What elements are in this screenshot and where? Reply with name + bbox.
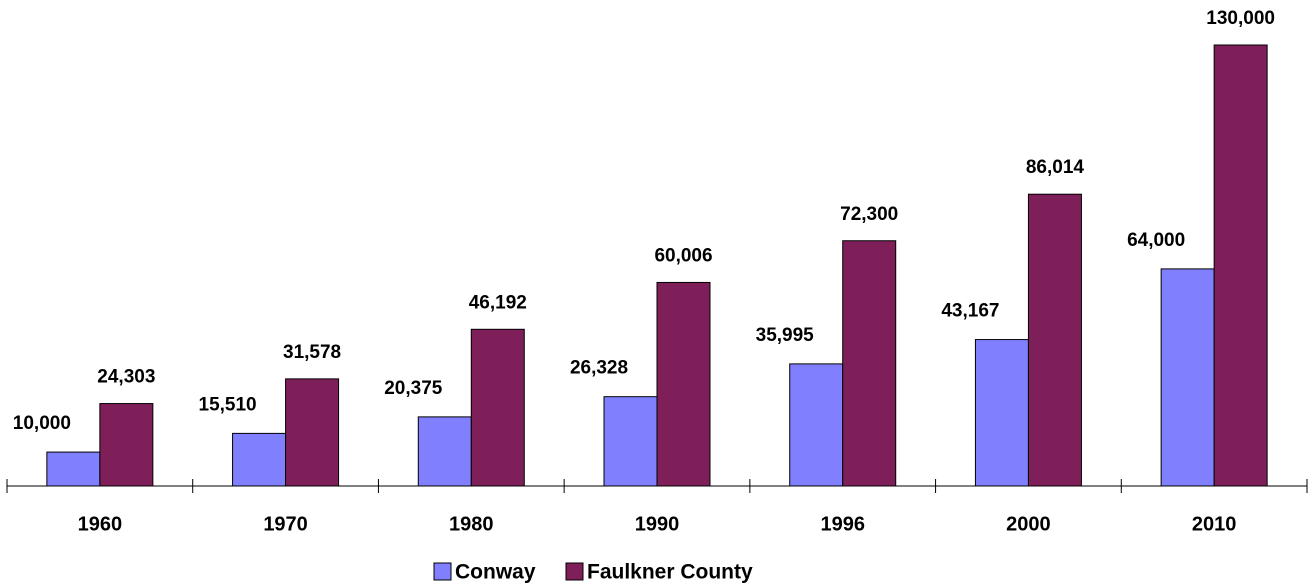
- value-label: 24,303: [97, 367, 155, 388]
- value-label: 15,510: [199, 394, 257, 415]
- bar: [656, 281, 711, 487]
- value-label: 72,300: [840, 204, 898, 225]
- bar: [99, 403, 154, 487]
- value-label: 26,328: [570, 358, 628, 379]
- bar: [1027, 193, 1082, 487]
- x-tick-label: 1970: [263, 513, 308, 535]
- value-label: 86,014: [1026, 157, 1085, 178]
- bar: [46, 451, 101, 487]
- bar: [285, 378, 340, 487]
- bar: [417, 416, 472, 487]
- bar: [1213, 44, 1268, 487]
- value-label: 20,375: [384, 378, 443, 399]
- bar: [842, 240, 897, 487]
- x-tick-label: 1990: [635, 513, 680, 535]
- value-label: 31,578: [283, 342, 341, 363]
- value-label: 35,995: [756, 325, 815, 346]
- legend-label: Faulkner County: [587, 561, 753, 584]
- x-tick-label: 1980: [449, 513, 494, 535]
- value-label: 10,000: [13, 413, 71, 434]
- value-label: 60,006: [654, 245, 712, 266]
- bar: [232, 432, 287, 487]
- x-tick-label: 1996: [820, 513, 865, 535]
- value-label: 43,167: [941, 301, 999, 322]
- bar: [974, 339, 1029, 487]
- legend-swatch: [433, 562, 452, 581]
- legend-swatch: [565, 562, 584, 581]
- x-tick-label: 2000: [1006, 513, 1051, 535]
- bar: [603, 396, 658, 487]
- legend-label: Conway: [455, 561, 536, 584]
- bar: [470, 328, 525, 487]
- value-label: 64,000: [1127, 230, 1185, 251]
- value-label: 46,192: [469, 292, 527, 313]
- bar: [789, 363, 844, 487]
- x-tick-label: 2010: [1192, 513, 1237, 535]
- bar: [1160, 268, 1215, 487]
- value-label: 130,000: [1206, 8, 1275, 29]
- x-tick-label: 1960: [78, 513, 123, 535]
